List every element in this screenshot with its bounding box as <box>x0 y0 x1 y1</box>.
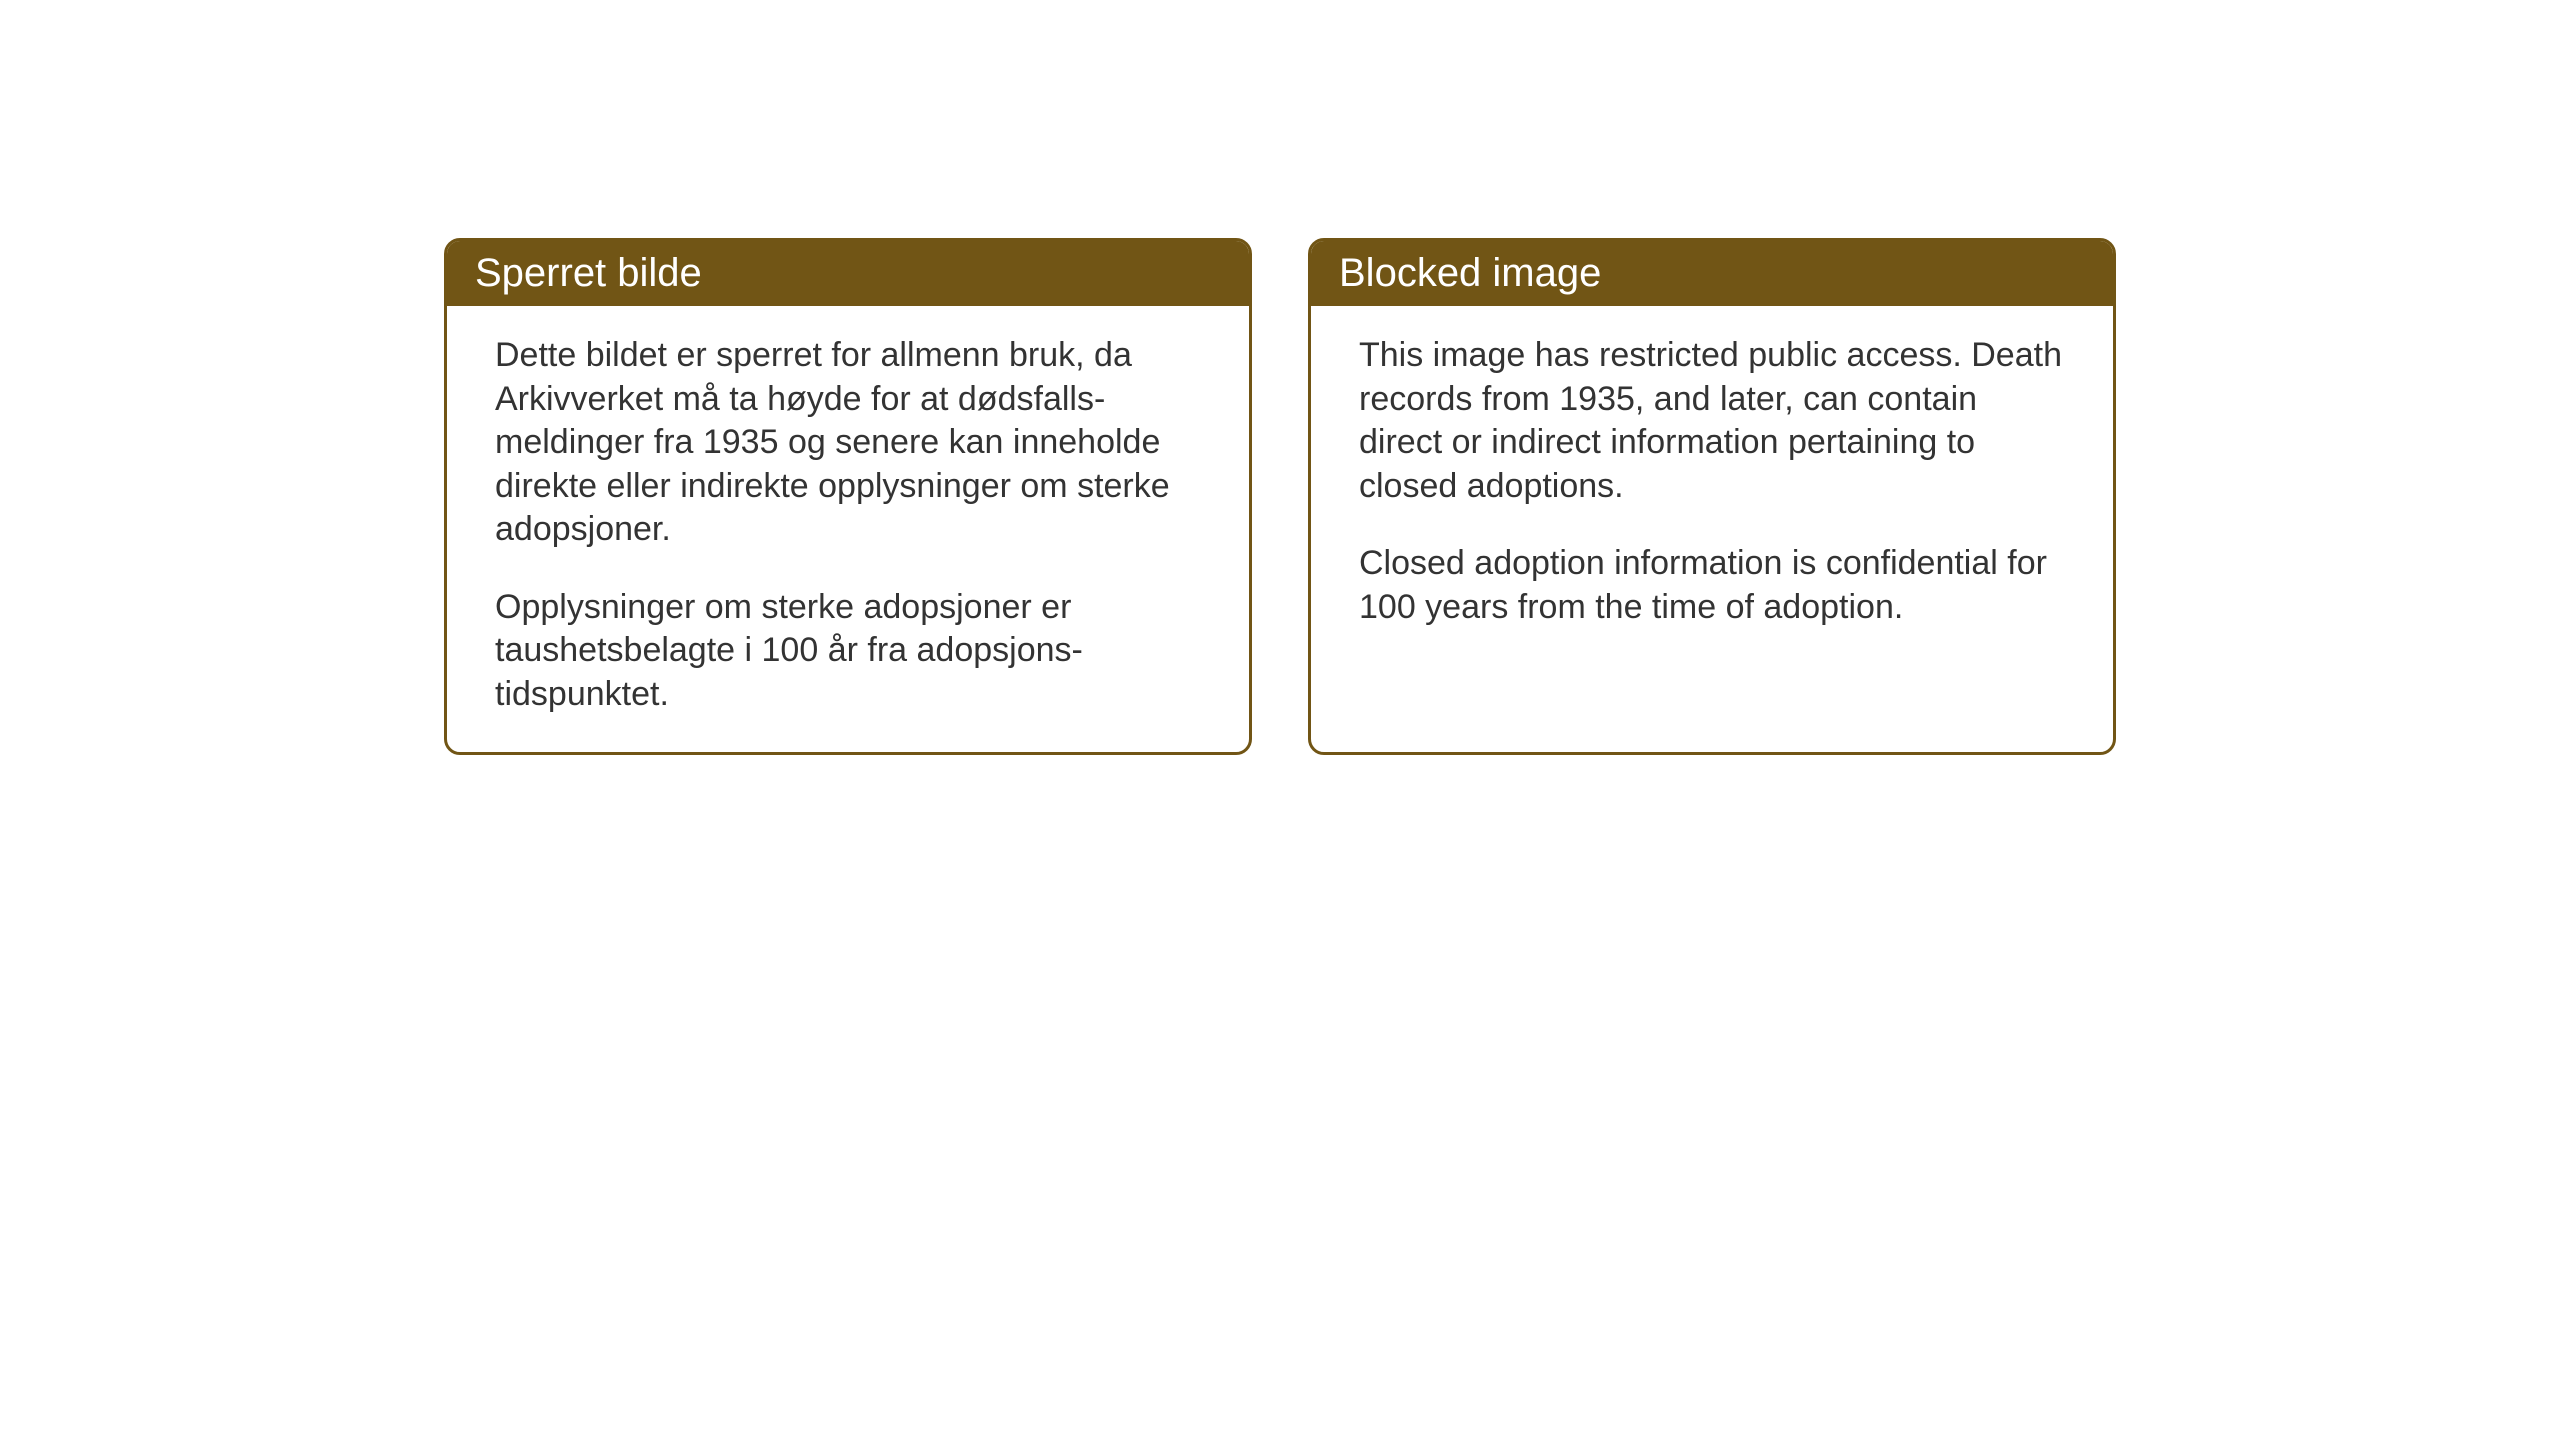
notice-body-norwegian: Dette bildet er sperret for allmenn bruk… <box>447 306 1249 752</box>
notice-title-english: Blocked image <box>1339 251 1601 295</box>
notice-header-norwegian: Sperret bilde <box>447 241 1249 306</box>
notice-box-english: Blocked image This image has restricted … <box>1308 238 2116 755</box>
notices-container: Sperret bilde Dette bildet er sperret fo… <box>444 238 2116 755</box>
notice-body-english: This image has restricted public access.… <box>1311 306 2113 665</box>
notice-header-english: Blocked image <box>1311 241 2113 306</box>
notice-title-norwegian: Sperret bilde <box>475 251 702 295</box>
notice-para1-english: This image has restricted public access.… <box>1359 334 2065 508</box>
notice-para2-norwegian: Opplysninger om sterke adopsjoner er tau… <box>495 586 1201 717</box>
notice-box-norwegian: Sperret bilde Dette bildet er sperret fo… <box>444 238 1252 755</box>
notice-para1-norwegian: Dette bildet er sperret for allmenn bruk… <box>495 334 1201 552</box>
notice-para2-english: Closed adoption information is confident… <box>1359 542 2065 629</box>
